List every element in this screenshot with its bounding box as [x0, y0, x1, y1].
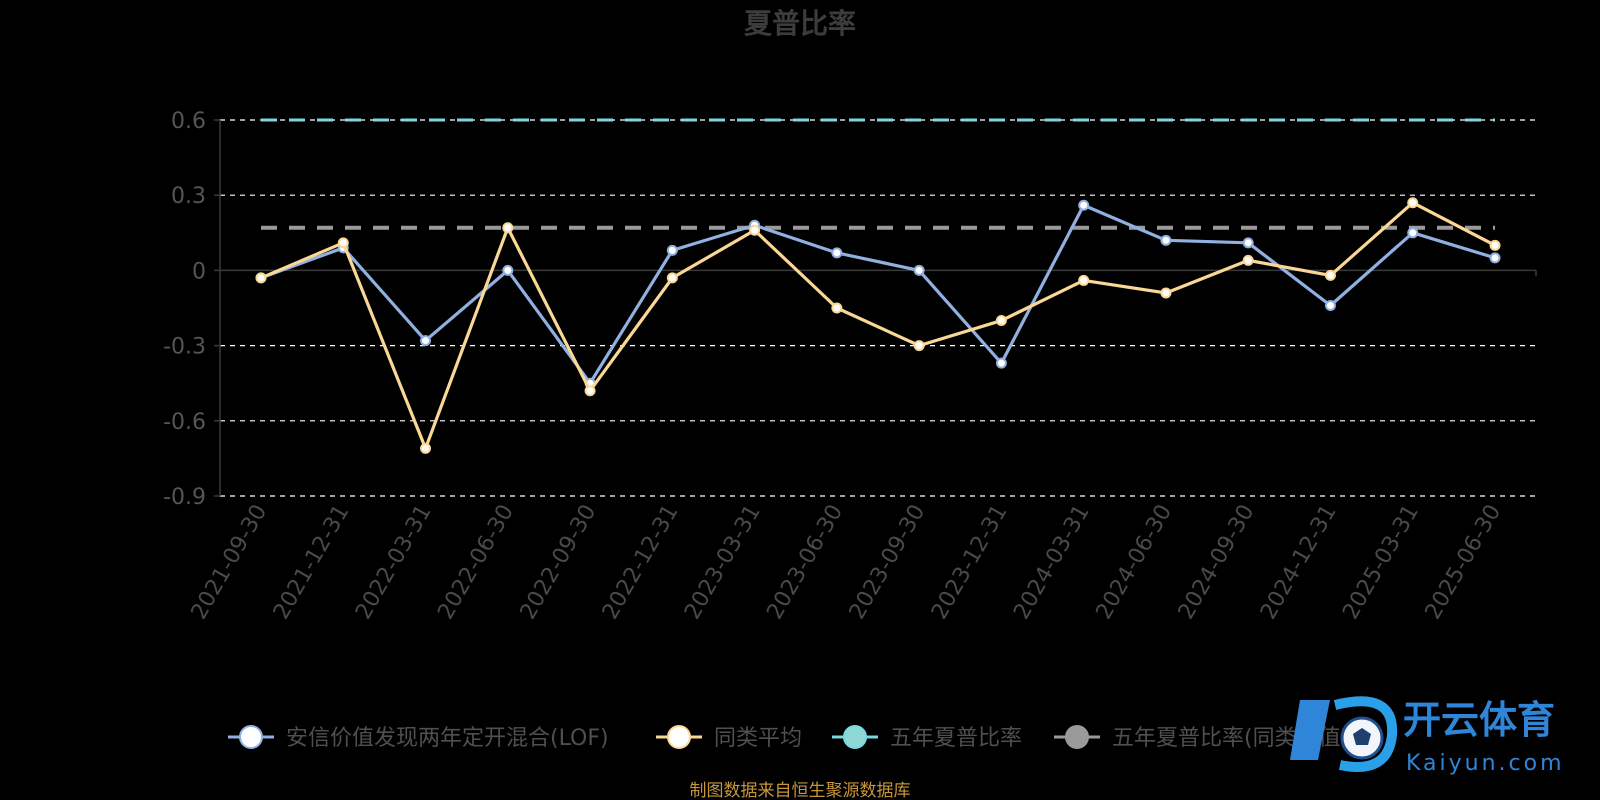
x-tick-label: 2021-12-31 [269, 501, 355, 624]
data-point[interactable] [1242, 254, 1254, 266]
data-point[interactable] [502, 222, 514, 234]
series-line [260, 203, 1496, 385]
chart-title: 夏普比率 [744, 7, 856, 40]
y-tick-label: 0.3 [171, 184, 206, 209]
y-tick-label: -0.3 [163, 335, 206, 360]
series-2 [255, 197, 1501, 454]
legend-marker-icon [667, 725, 691, 749]
y-tick-label: 0.6 [171, 109, 206, 134]
x-tick-label: 2024-03-31 [1009, 501, 1095, 624]
data-point[interactable] [1160, 287, 1172, 299]
x-tick-label: 2024-06-30 [1092, 501, 1178, 624]
legend-item-2[interactable]: 同类平均 [656, 725, 802, 751]
data-point[interactable] [1407, 197, 1419, 209]
data-point[interactable] [995, 357, 1007, 369]
data-point[interactable] [666, 272, 678, 284]
series-line [260, 201, 1496, 450]
legend-marker-icon [1065, 725, 1089, 749]
data-point[interactable] [666, 244, 678, 256]
data-point[interactable] [913, 264, 925, 276]
legend-item-3[interactable]: 五年夏普比率 [832, 725, 1022, 751]
x-axis-ticks: 2021-09-302021-12-312022-03-312022-06-30… [187, 500, 1507, 623]
kaiyun-watermark: 开云体育 Kaiyun.com [1290, 696, 1565, 776]
series-lines [255, 197, 1501, 454]
y-tick-label: -0.6 [163, 410, 206, 435]
data-point[interactable] [1324, 299, 1336, 311]
data-point[interactable] [913, 340, 925, 352]
data-point[interactable] [749, 224, 761, 236]
x-tick-label: 2024-09-30 [1174, 501, 1260, 624]
legend-marker-icon [843, 725, 867, 749]
y-tick-label: 0 [192, 259, 206, 284]
data-point[interactable] [584, 385, 596, 397]
y-tick-label: -0.9 [163, 485, 206, 510]
x-tick-label: 2022-03-31 [351, 501, 437, 624]
x-tick-label: 2022-06-30 [433, 501, 519, 624]
y-axis-ticks: 0.6 0.3 0 -0.3 -0.6 -0.9 [163, 109, 206, 510]
data-point[interactable] [337, 237, 349, 249]
x-tick-label: 2025-06-30 [1421, 501, 1507, 624]
watermark-brand-cn: 开云体育 [1403, 698, 1555, 742]
data-point[interactable] [995, 315, 1007, 327]
data-point[interactable] [502, 264, 514, 276]
x-tick-label: 2022-12-31 [598, 501, 684, 624]
data-point[interactable] [1489, 239, 1501, 251]
axes [214, 119, 1537, 497]
data-point[interactable] [420, 335, 432, 347]
data-point[interactable] [1324, 269, 1336, 281]
kaiyun-logo-icon [1290, 696, 1398, 772]
x-tick-label: 2023-06-30 [762, 501, 848, 624]
reference-lines [261, 118, 1495, 230]
x-tick-label: 2025-03-31 [1338, 501, 1424, 624]
x-tick-label: 2024-12-31 [1256, 501, 1342, 624]
legend: 安信价值发现两年定开混合(LOF) 同类平均 五年夏普比率 五年夏普比率(同类均值) [228, 725, 1349, 751]
data-point[interactable] [831, 302, 843, 314]
data-point[interactable] [1078, 274, 1090, 286]
data-point[interactable] [420, 442, 432, 454]
legend-item-1[interactable]: 安信价值发现两年定开混合(LOF) [228, 725, 609, 751]
data-point[interactable] [1078, 199, 1090, 211]
legend-label: 五年夏普比率 [890, 726, 1022, 751]
x-tick-label: 2023-09-30 [845, 500, 931, 623]
data-point[interactable] [1242, 237, 1254, 249]
x-tick-label: 2023-12-31 [927, 501, 1013, 624]
x-tick-label: 2023-03-31 [680, 501, 766, 624]
legend-marker-icon [239, 725, 263, 749]
watermark-brand-en: Kaiyun.com [1406, 751, 1565, 776]
x-tick-label: 2022-09-30 [516, 501, 602, 624]
grid-lines [220, 119, 1536, 497]
data-point[interactable] [831, 247, 843, 259]
data-point[interactable] [1407, 227, 1419, 239]
legend-label: 同类平均 [714, 726, 802, 751]
legend-label: 安信价值发现两年定开混合(LOF) [286, 726, 609, 751]
data-point[interactable] [255, 272, 267, 284]
data-point[interactable] [1160, 234, 1172, 246]
x-tick-label: 2021-09-30 [187, 501, 273, 624]
data-point[interactable] [1489, 252, 1501, 264]
data-source-note: 制图数据来自恒生聚源数据库 [690, 781, 911, 800]
